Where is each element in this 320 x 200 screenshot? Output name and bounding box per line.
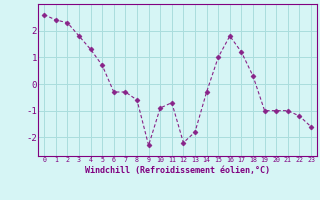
X-axis label: Windchill (Refroidissement éolien,°C): Windchill (Refroidissement éolien,°C) [85,166,270,175]
